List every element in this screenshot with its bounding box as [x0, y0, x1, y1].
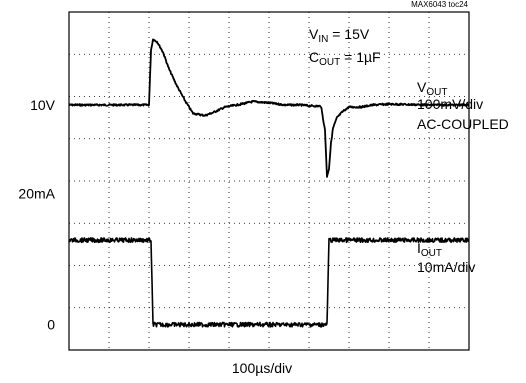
y-tick-label-2: 0 — [47, 317, 55, 333]
vout-label: VOUT — [417, 79, 447, 98]
iout-subscript: OUT — [421, 248, 442, 259]
series-vout-trace — [68, 38, 470, 178]
series-iout-trace — [68, 237, 470, 328]
y-tick-label-0: 10V — [30, 97, 56, 113]
figure-id: MAX6043 toc24 — [411, 0, 468, 9]
plot-frame — [68, 11, 470, 351]
vout-coupling: AC-COUPLED — [417, 116, 509, 132]
vout-symbol: V — [417, 79, 427, 95]
cout-subscript: OUT — [319, 57, 340, 68]
vout-subscript: OUT — [426, 87, 447, 98]
y-tick-label-1: 20mA — [18, 186, 55, 202]
vout-scale: 100mV/div — [417, 96, 483, 112]
cout-symbol: C — [309, 49, 319, 65]
y-tick-labels: 10V 20mA 0 — [18, 97, 55, 333]
cout-value: = 1µF — [340, 49, 380, 65]
traces — [68, 38, 470, 328]
grid — [69, 12, 469, 350]
condition-vin: VIN = 15V — [309, 26, 370, 45]
vin-value: = 15V — [328, 26, 370, 42]
iout-label: IOUT — [417, 240, 442, 259]
iout-scale: 10mA/div — [417, 259, 475, 275]
x-axis-label: 100µs/div — [232, 360, 292, 376]
condition-cout: COUT = 1µF — [309, 49, 381, 68]
vin-symbol: V — [309, 26, 319, 42]
vin-subscript: IN — [318, 34, 328, 45]
iout-symbol: I — [417, 240, 421, 256]
